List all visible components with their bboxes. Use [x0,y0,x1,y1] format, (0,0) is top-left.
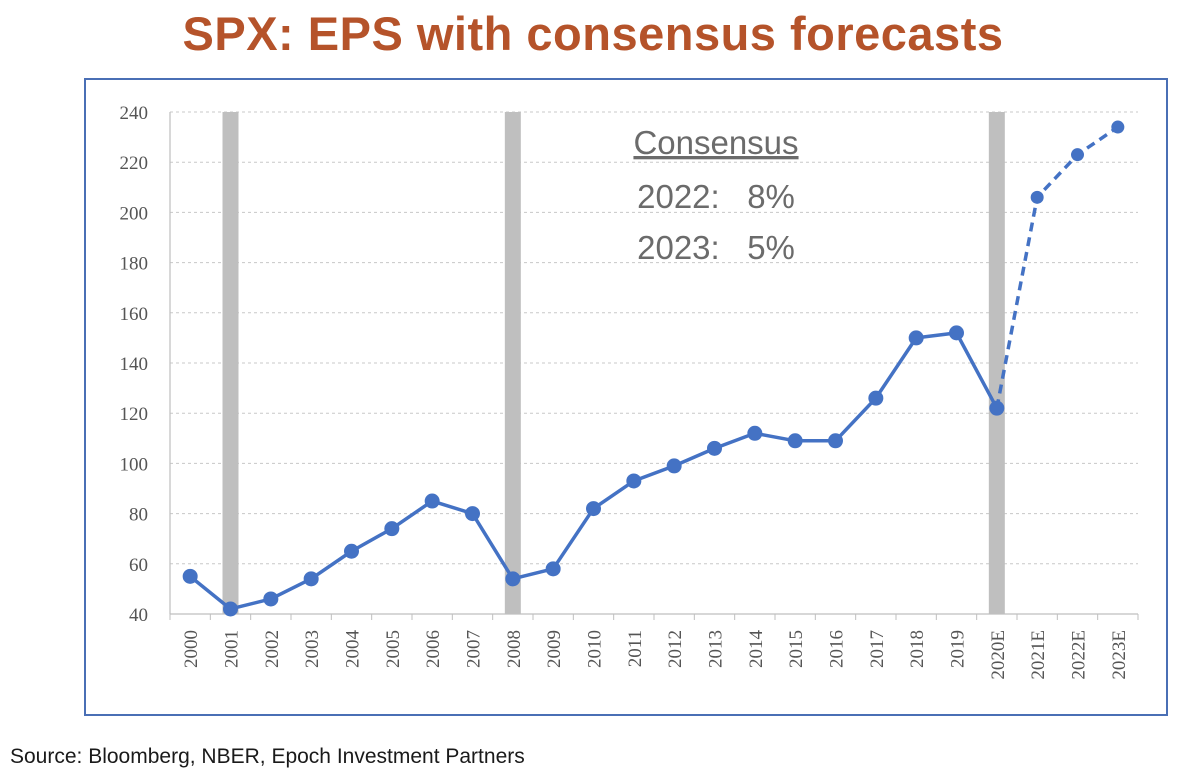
x-tick-label: 2000 [181,630,202,668]
data-point-2010 [586,501,601,517]
x-tick-label: 2006 [423,630,444,668]
recession-band-2001 [222,112,239,614]
x-tick-label: 2021E [1028,630,1049,680]
data-point-2015 [787,433,803,449]
x-tick-label: 2022E [1069,630,1090,680]
data-point-2009 [545,561,561,577]
x-tick-label: 2020E [988,630,1009,680]
series-line-solid [189,331,999,611]
source-note: Source: Bloomberg, NBER, Epoch Investmen… [10,745,525,768]
x-tick-label: 2008 [504,630,525,668]
annotation-line: 2023: 5% [637,229,795,266]
x-tick-label: 2013 [706,630,727,668]
y-tick-label: 120 [120,404,149,425]
x-tick-label: 2018 [907,630,928,668]
x-tick-label: 2010 [585,630,606,668]
x-tick-label: 2002 [262,630,283,668]
y-tick-label: 160 [120,304,149,325]
chart-frame [84,78,1168,716]
annotation-line: 2022: 8% [637,178,795,215]
x-tick-label: 2015 [786,630,807,668]
recession-band-2020E [988,112,1005,614]
y-tick-label: 240 [120,103,149,124]
series-line-dashed [995,125,1119,409]
consensus-annotation: Consensus 2022: 8% 2023: 5% [633,124,798,266]
y-tick-label: 140 [120,354,149,375]
data-point-2000 [182,568,198,584]
data-point-2007 [465,506,480,522]
data-point-2006 [424,493,440,509]
data-point-2001 [223,601,238,617]
grid-layer [170,111,1138,565]
data-point-2008 [505,571,521,587]
x-tick-label: 2019 [948,630,969,668]
annotation-heading: Consensus [633,124,798,161]
chart-title: SPX: EPS with consensus forecasts [182,7,1004,60]
data-point-2004 [344,543,359,559]
data-point-2016 [828,433,843,449]
y-tick-label: 100 [120,454,149,475]
x-tick-label: 2023E [1109,630,1130,680]
x-tick-label: 2017 [867,630,888,668]
x-tick-label: 2016 [827,630,848,668]
y-tick-label: 40 [129,605,148,626]
recession-band-2008 [504,112,521,614]
data-point-2019 [949,325,964,341]
x-tick-label: 2009 [544,630,565,668]
y-tick-label: 180 [120,254,149,275]
data-point-2022E [1071,148,1084,162]
series-layer [182,120,1125,617]
x-tick-label: 2014 [746,630,767,669]
x-tick-label: 2007 [464,630,485,668]
x-tick-label: 2012 [665,630,686,668]
x-tick-label: 2003 [302,630,323,668]
x-tick-label: 2004 [343,630,364,669]
data-point-2011 [626,473,642,489]
data-point-2003 [303,571,319,587]
axes: 40 60 80 100 120 140 160 180 200 220 240 2000 2001 20… [120,103,1139,680]
data-point-2018 [908,330,924,346]
y-tick-label: 200 [120,203,149,224]
x-tick-label: 2011 [625,630,646,667]
data-point-2021E [1030,190,1044,204]
y-tick-label: 80 [129,505,148,526]
data-point-2002 [263,591,279,607]
data-point-2013 [707,440,722,456]
data-point-2023E [1111,120,1125,134]
data-point-2014 [747,425,763,441]
x-tick-label: 2001 [222,630,243,668]
y-tick-label: 60 [129,555,148,576]
data-point-2012 [666,458,682,474]
x-tick-label: 2005 [383,630,404,668]
y-tick-label: 220 [120,153,149,174]
data-point-2017 [868,390,884,406]
data-point-2005 [384,521,400,537]
recession-bands [222,112,1005,614]
